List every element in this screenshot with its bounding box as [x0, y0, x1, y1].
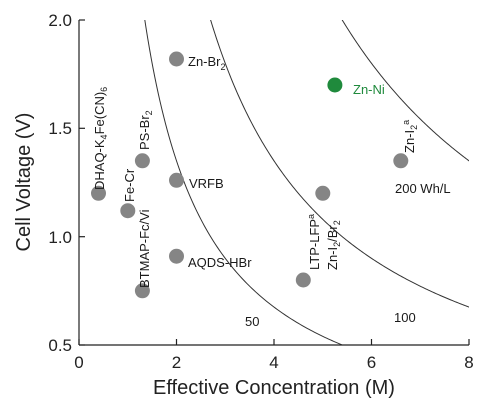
curves-layer [144, 20, 469, 345]
label-ltp-lfp: LTP-LFPa [306, 214, 322, 270]
y-ticks [79, 19, 85, 346]
label-fe-cr: Fe-Cr [122, 168, 137, 202]
x-ticks [78, 339, 470, 345]
label-btmap-fc-vi: BTMAP-Fc/Vi [137, 209, 152, 288]
x-axis-title: Effective Concentration (M) [153, 377, 395, 399]
y-tick-label-1.5: 1.5 [48, 119, 72, 138]
label-zn-i2: Zn-I2a [401, 120, 419, 153]
x-tick-label-6: 6 [367, 353, 376, 372]
label-dhaq-k4fecn6: DHAQ-K4Fe(CN)6 [92, 87, 109, 190]
energy-density-curve-100 [210, 20, 469, 308]
x-tick-label-0: 0 [74, 353, 83, 372]
point-fe-cr [120, 203, 136, 219]
point-zn-i2-br2 [315, 185, 331, 201]
point-ltp-lfp [295, 272, 311, 288]
y-tick-label-0.5: 0.5 [48, 336, 72, 355]
point-ps-br2 [134, 153, 150, 169]
point-zn-ni [327, 77, 343, 93]
point-dhaq-k4fecn6 [91, 185, 106, 201]
label-zn-i2-br2: Zn-I2/Br2 [325, 220, 342, 270]
y-tick-label-2.0: 2.0 [48, 11, 72, 30]
label-aqds-hbr: AQDS-HBr [188, 255, 252, 270]
label-ps-br2: PS-Br2 [137, 110, 154, 150]
label-zn-ni: Zn-Ni [353, 82, 385, 97]
point-zn-i2 [393, 153, 409, 169]
point-zn-br2 [169, 51, 184, 67]
curve-label-200: 200 Wh/L [395, 181, 451, 196]
point-aqds-hbr [169, 248, 184, 264]
curve-label-100: 100 [394, 310, 416, 325]
point-btmap-fc-vi [134, 283, 150, 299]
y-axis-title: Cell Voltage (V) [13, 113, 35, 252]
curve-label-50: 50 [245, 314, 259, 329]
label-zn-br2: Zn-Br2 [188, 54, 226, 72]
label-vrfb: VRFB [189, 176, 224, 191]
energy-density-curve-200 [341, 20, 469, 162]
x-tick-label-8: 8 [464, 353, 473, 372]
energy-density-curve-50 [144, 20, 344, 345]
x-tick-label-2: 2 [172, 353, 181, 372]
x-tick-label-4: 4 [269, 353, 278, 372]
y-tick-label-1.0: 1.0 [48, 228, 72, 247]
point-vrfb [169, 172, 184, 188]
